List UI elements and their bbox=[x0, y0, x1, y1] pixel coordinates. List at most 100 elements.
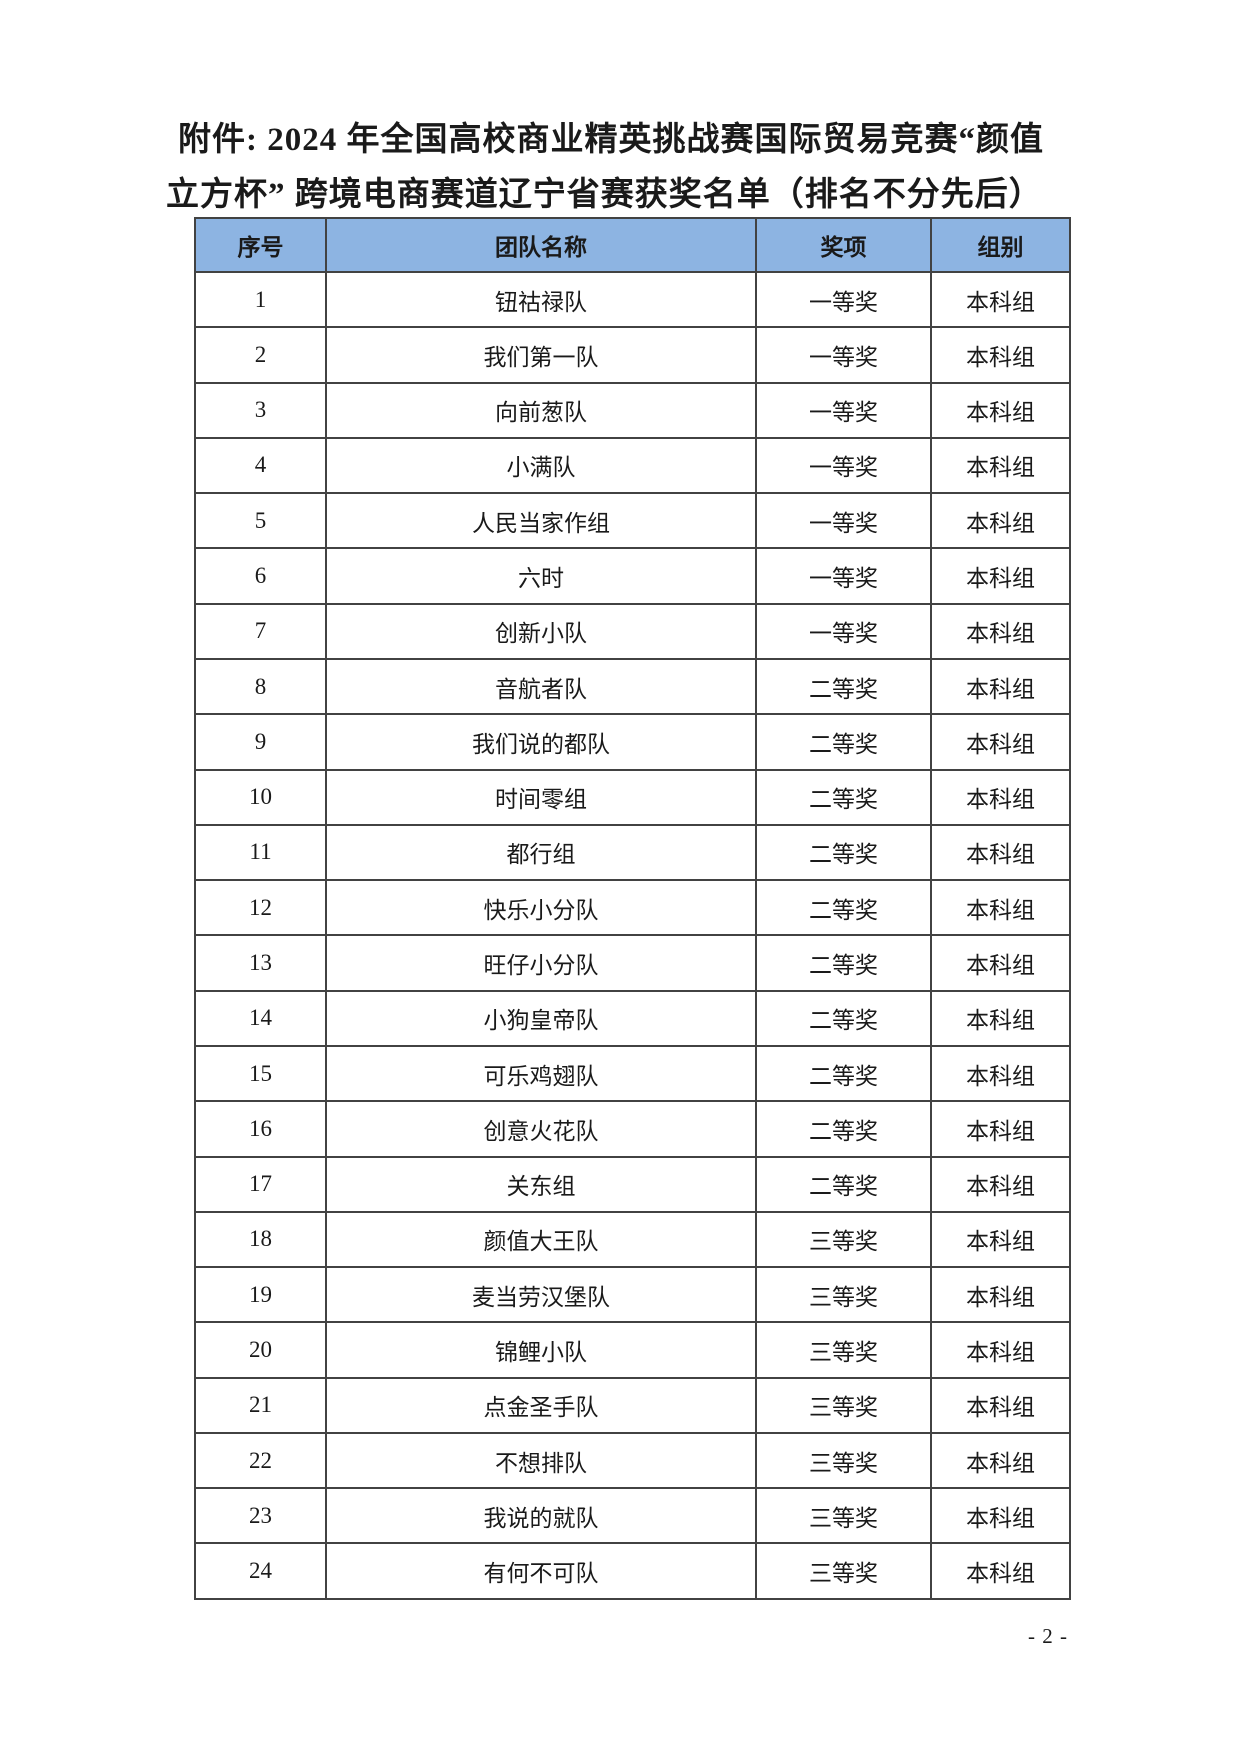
cell-group: 本科组 bbox=[930, 1376, 1071, 1434]
cell-group: 本科组 bbox=[930, 1487, 1071, 1545]
table-row: 11 都行组 二等奖 本科组 bbox=[194, 823, 1071, 882]
cell-serial-number: 3 bbox=[194, 381, 327, 439]
column-header-group: 组别 bbox=[930, 217, 1071, 273]
table-row: 10 时间零组 二等奖 本科组 bbox=[194, 768, 1071, 826]
cell-group: 本科组 bbox=[930, 436, 1071, 495]
cell-team-name: 都行组 bbox=[325, 823, 757, 882]
cell-serial-number: 9 bbox=[194, 713, 327, 771]
cell-award: 二等奖 bbox=[755, 934, 932, 992]
table-body: 1 钮祜禄队 一等奖 本科组 2 我们第一队 一等奖 本科组 3 向前葱队 一等… bbox=[194, 270, 1071, 1600]
cell-team-name: 音航者队 bbox=[325, 657, 757, 716]
cell-team-name: 创新小队 bbox=[325, 602, 757, 660]
cell-group: 本科组 bbox=[930, 1321, 1071, 1379]
cell-award: 二等奖 bbox=[755, 713, 932, 771]
cell-serial-number: 16 bbox=[194, 1100, 327, 1158]
table-header-row: 序号 团队名称 奖项 组别 bbox=[194, 217, 1071, 273]
cell-group: 本科组 bbox=[930, 823, 1071, 882]
table-row: 15 可乐鸡翅队 二等奖 本科组 bbox=[194, 1044, 1071, 1103]
table-row: 22 不想排队 三等奖 本科组 bbox=[194, 1431, 1071, 1490]
cell-award: 二等奖 bbox=[755, 823, 932, 882]
cell-group: 本科组 bbox=[930, 492, 1071, 550]
table-row: 2 我们第一队 一等奖 本科组 bbox=[194, 326, 1071, 384]
cell-group: 本科组 bbox=[930, 1100, 1071, 1158]
cell-group: 本科组 bbox=[930, 934, 1071, 992]
cell-serial-number: 1 bbox=[194, 270, 327, 329]
cell-serial-number: 10 bbox=[194, 768, 327, 826]
cell-award: 一等奖 bbox=[755, 602, 932, 660]
cell-team-name: 旺仔小分队 bbox=[325, 934, 757, 992]
table-row: 20 锦鲤小队 三等奖 本科组 bbox=[194, 1321, 1071, 1379]
award-results-table: 序号 团队名称 奖项 组别 1 钮祜禄队 一等奖 本科组 2 我们第一队 一等奖… bbox=[194, 217, 1071, 1600]
cell-serial-number: 21 bbox=[194, 1376, 327, 1434]
table-row: 9 我们说的都队 二等奖 本科组 bbox=[194, 713, 1071, 771]
cell-serial-number: 14 bbox=[194, 989, 327, 1047]
cell-serial-number: 2 bbox=[194, 326, 327, 384]
cell-serial-number: 12 bbox=[194, 879, 327, 937]
cell-serial-number: 7 bbox=[194, 602, 327, 660]
cell-group: 本科组 bbox=[930, 1266, 1071, 1324]
cell-group: 本科组 bbox=[930, 879, 1071, 937]
table-row: 4 小满队 一等奖 本科组 bbox=[194, 436, 1071, 495]
table-row: 18 颜值大王队 三等奖 本科组 bbox=[194, 1210, 1071, 1269]
cell-serial-number: 6 bbox=[194, 547, 327, 605]
page-number: - 2 - bbox=[1028, 1624, 1068, 1648]
cell-serial-number: 18 bbox=[194, 1210, 327, 1269]
table-row: 21 点金圣手队 三等奖 本科组 bbox=[194, 1376, 1071, 1434]
column-header-team-name: 团队名称 bbox=[325, 217, 757, 273]
cell-serial-number: 11 bbox=[194, 823, 327, 882]
table-row: 3 向前葱队 一等奖 本科组 bbox=[194, 381, 1071, 439]
table-row: 14 小狗皇帝队 二等奖 本科组 bbox=[194, 989, 1071, 1047]
table-row: 24 有何不可队 三等奖 本科组 bbox=[194, 1542, 1071, 1600]
cell-group: 本科组 bbox=[930, 1542, 1071, 1600]
table-row: 8 音航者队 二等奖 本科组 bbox=[194, 657, 1071, 716]
cell-team-name: 关东组 bbox=[325, 1155, 757, 1213]
cell-group: 本科组 bbox=[930, 1210, 1071, 1269]
cell-team-name: 向前葱队 bbox=[325, 381, 757, 439]
cell-award: 一等奖 bbox=[755, 492, 932, 550]
cell-serial-number: 8 bbox=[194, 657, 327, 716]
cell-serial-number: 19 bbox=[194, 1266, 327, 1324]
cell-group: 本科组 bbox=[930, 1044, 1071, 1103]
cell-serial-number: 4 bbox=[194, 436, 327, 495]
cell-award: 一等奖 bbox=[755, 436, 932, 495]
cell-team-name: 我说的就队 bbox=[325, 1487, 757, 1545]
cell-group: 本科组 bbox=[930, 602, 1071, 660]
table-row: 16 创意火花队 二等奖 本科组 bbox=[194, 1100, 1071, 1158]
column-header-award: 奖项 bbox=[755, 217, 932, 273]
cell-team-name: 有何不可队 bbox=[325, 1542, 757, 1600]
table-row: 19 麦当劳汉堡队 三等奖 本科组 bbox=[194, 1266, 1071, 1324]
cell-serial-number: 17 bbox=[194, 1155, 327, 1213]
table-row: 1 钮祜禄队 一等奖 本科组 bbox=[194, 270, 1071, 329]
table-row: 12 快乐小分队 二等奖 本科组 bbox=[194, 879, 1071, 937]
cell-serial-number: 20 bbox=[194, 1321, 327, 1379]
cell-serial-number: 5 bbox=[194, 492, 327, 550]
cell-award: 一等奖 bbox=[755, 270, 932, 329]
cell-team-name: 小狗皇帝队 bbox=[325, 989, 757, 1047]
document-title-line-1: 附件: 2024 年全国高校商业精英挑战赛国际贸易竞赛“颜值 bbox=[178, 122, 1044, 158]
cell-award: 二等奖 bbox=[755, 768, 932, 826]
cell-group: 本科组 bbox=[930, 989, 1071, 1047]
document-title-line-2: 立方杯” 跨境电商赛道辽宁省赛获奖名单（排名不分先后） bbox=[166, 177, 1043, 213]
cell-team-name: 不想排队 bbox=[325, 1431, 757, 1490]
cell-award: 三等奖 bbox=[755, 1376, 932, 1434]
cell-award: 一等奖 bbox=[755, 326, 932, 384]
cell-team-name: 锦鲤小队 bbox=[325, 1321, 757, 1379]
cell-award: 三等奖 bbox=[755, 1321, 932, 1379]
column-header-serial-number: 序号 bbox=[194, 217, 327, 273]
cell-group: 本科组 bbox=[930, 547, 1071, 605]
cell-group: 本科组 bbox=[930, 713, 1071, 771]
cell-team-name: 人民当家作组 bbox=[325, 492, 757, 550]
cell-group: 本科组 bbox=[930, 768, 1071, 826]
cell-group: 本科组 bbox=[930, 1431, 1071, 1490]
cell-award: 三等奖 bbox=[755, 1431, 932, 1490]
cell-award: 二等奖 bbox=[755, 879, 932, 937]
table-row: 6 六时 一等奖 本科组 bbox=[194, 547, 1071, 605]
cell-serial-number: 23 bbox=[194, 1487, 327, 1545]
cell-team-name: 我们第一队 bbox=[325, 326, 757, 384]
cell-team-name: 我们说的都队 bbox=[325, 713, 757, 771]
cell-group: 本科组 bbox=[930, 1155, 1071, 1213]
cell-award: 一等奖 bbox=[755, 381, 932, 439]
cell-group: 本科组 bbox=[930, 326, 1071, 384]
cell-team-name: 钮祜禄队 bbox=[325, 270, 757, 329]
cell-award: 二等奖 bbox=[755, 1155, 932, 1213]
